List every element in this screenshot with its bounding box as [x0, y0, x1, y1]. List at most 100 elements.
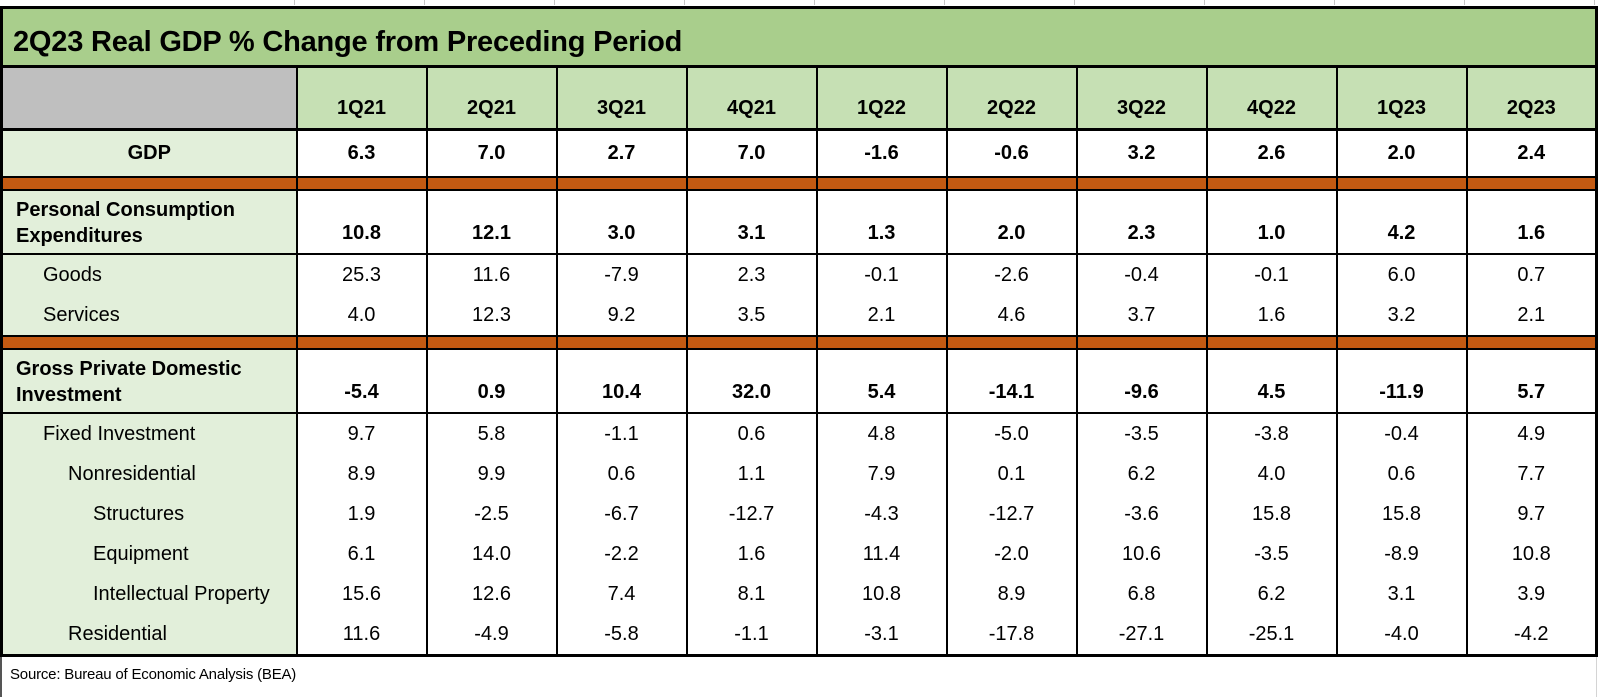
- value-cell: 10.8: [1465, 534, 1598, 574]
- value-cell: -12.7: [685, 494, 818, 534]
- value-cell: 9.7: [1465, 494, 1598, 534]
- divider-cell: [685, 335, 818, 350]
- value-cell: 8.9: [945, 574, 1078, 614]
- value-cell: -0.4: [1075, 254, 1208, 295]
- divider-cell: [425, 335, 558, 350]
- value-cell: 11.6: [295, 614, 428, 656]
- value-cell: 3.1: [1335, 574, 1468, 614]
- value-cell: 4.6: [945, 295, 1078, 337]
- row-equipment: Equipment 6.1 14.0 -2.2 1.6 11.4 -2.0 10.6 -3.5-…: [0, 534, 1598, 574]
- value-cell: -1.1: [685, 614, 818, 656]
- value-cell: -4.3: [815, 494, 948, 534]
- value-cell: -9.6: [1075, 349, 1208, 414]
- value-cell: 6.3: [295, 129, 428, 178]
- row-intellectual-property: Intellectual Property 15.6 12.6 7.4 8.1 10.8 8…: [0, 574, 1598, 614]
- value-cell: 1.1: [685, 454, 818, 494]
- value-cell: 11.6: [425, 254, 558, 295]
- row-gdp: GDP 6.3 7.0 2.7 7.0 -1.6 -0.6 3.2 2.6 2.0 2.4: [0, 129, 1598, 178]
- value-cell: 15.8: [1205, 494, 1338, 534]
- value-cell: -7.9: [555, 254, 688, 295]
- value-cell: 2.3: [1075, 190, 1208, 255]
- divider-cell: [555, 176, 688, 191]
- value-cell: -17.8: [945, 614, 1078, 656]
- column-header: 2Q23: [1465, 65, 1598, 131]
- value-cell: -3.1: [815, 614, 948, 656]
- column-header: 3Q21: [555, 65, 688, 131]
- value-cell: 11.4: [815, 534, 948, 574]
- value-cell: -11.9: [1335, 349, 1468, 414]
- value-cell: 2.4: [1465, 129, 1598, 178]
- value-cell: 2.1: [1465, 295, 1598, 337]
- value-cell: 5.4: [815, 349, 948, 414]
- row-label: Nonresidential: [0, 454, 298, 494]
- row-structures: Structures 1.9 -2.5 -6.7 -12.7 -4.3 -12.7 -3.6 1…: [0, 494, 1598, 534]
- value-cell: -2.6: [945, 254, 1078, 295]
- divider-cell: [1335, 176, 1468, 191]
- value-cell: 4.5: [1205, 349, 1338, 414]
- value-cell: 7.9: [815, 454, 948, 494]
- value-cell: 2.3: [685, 254, 818, 295]
- gdp-change-table: 2Q23 Real GDP % Change from Preceding Pe…: [0, 6, 1599, 657]
- value-cell: -1.1: [555, 413, 688, 454]
- corner-cell: [0, 65, 298, 131]
- value-cell: 7.0: [425, 129, 558, 178]
- value-cell: -2.2: [555, 534, 688, 574]
- divider-cell: [295, 176, 428, 191]
- value-cell: -2.5: [425, 494, 558, 534]
- divider-cell: [945, 335, 1078, 350]
- value-cell: 4.0: [295, 295, 428, 337]
- value-cell: 0.6: [555, 454, 688, 494]
- value-cell: 0.1: [945, 454, 1078, 494]
- column-header: 2Q21: [425, 65, 558, 131]
- divider-cell: [0, 335, 298, 350]
- divider-cell: [1335, 335, 1468, 350]
- value-cell: 14.0: [425, 534, 558, 574]
- value-cell: 4.2: [1335, 190, 1468, 255]
- divider-cell: [555, 335, 688, 350]
- value-cell: 2.7: [555, 129, 688, 178]
- column-gridline-ticks: [294, 0, 1596, 5]
- value-cell: 12.1: [425, 190, 558, 255]
- value-cell: -0.1: [1205, 254, 1338, 295]
- value-cell: -4.0: [1335, 614, 1468, 656]
- row-label: Intellectual Property: [0, 574, 298, 614]
- divider-cell: [945, 176, 1078, 191]
- value-cell: 0.6: [685, 413, 818, 454]
- value-cell: -14.1: [945, 349, 1078, 414]
- value-cell: 2.1: [815, 295, 948, 337]
- row-label: Personal Consumption Expenditures: [0, 190, 298, 255]
- value-cell: 7.4: [555, 574, 688, 614]
- quarter-header-row: 1Q21 2Q21 3Q21 4Q21 1Q22 2Q22 3Q22 4Q22 1Q23 2Q23: [0, 65, 1598, 131]
- source-strip: Source: Bureau of Economic Analysis (BEA…: [0, 657, 1597, 697]
- column-header: 2Q22: [945, 65, 1078, 131]
- column-header: 4Q22: [1205, 65, 1338, 131]
- divider-cell: [0, 176, 298, 191]
- row-services: Services 4.0 12.3 9.2 3.5 2.1 4.6 3.7 1.6 3.2 2.1: [0, 295, 1598, 337]
- value-cell: 2.0: [1335, 129, 1468, 178]
- value-cell: 3.5: [685, 295, 818, 337]
- value-cell: 1.9: [295, 494, 428, 534]
- row-label: Residential: [0, 614, 298, 656]
- value-cell: 4.9: [1465, 413, 1598, 454]
- value-cell: 10.8: [295, 190, 428, 255]
- value-cell: 2.0: [945, 190, 1078, 255]
- value-cell: -0.1: [815, 254, 948, 295]
- value-cell: 15.6: [295, 574, 428, 614]
- value-cell: 3.2: [1335, 295, 1468, 337]
- divider-cell: [1075, 176, 1208, 191]
- value-cell: 6.2: [1205, 574, 1338, 614]
- value-cell: 3.1: [685, 190, 818, 255]
- value-cell: 6.2: [1075, 454, 1208, 494]
- value-cell: -0.4: [1335, 413, 1468, 454]
- value-cell: 3.9: [1465, 574, 1598, 614]
- value-cell: 0.7: [1465, 254, 1598, 295]
- value-cell: 9.7: [295, 413, 428, 454]
- column-header: 3Q22: [1075, 65, 1208, 131]
- value-cell: 25.3: [295, 254, 428, 295]
- value-cell: 32.0: [685, 349, 818, 414]
- table-body: 2Q23 Real GDP % Change from Preceding Pe…: [0, 6, 1599, 656]
- value-cell: -3.8: [1205, 413, 1338, 454]
- value-cell: 10.8: [815, 574, 948, 614]
- value-cell: 1.0: [1205, 190, 1338, 255]
- value-cell: -3.6: [1075, 494, 1208, 534]
